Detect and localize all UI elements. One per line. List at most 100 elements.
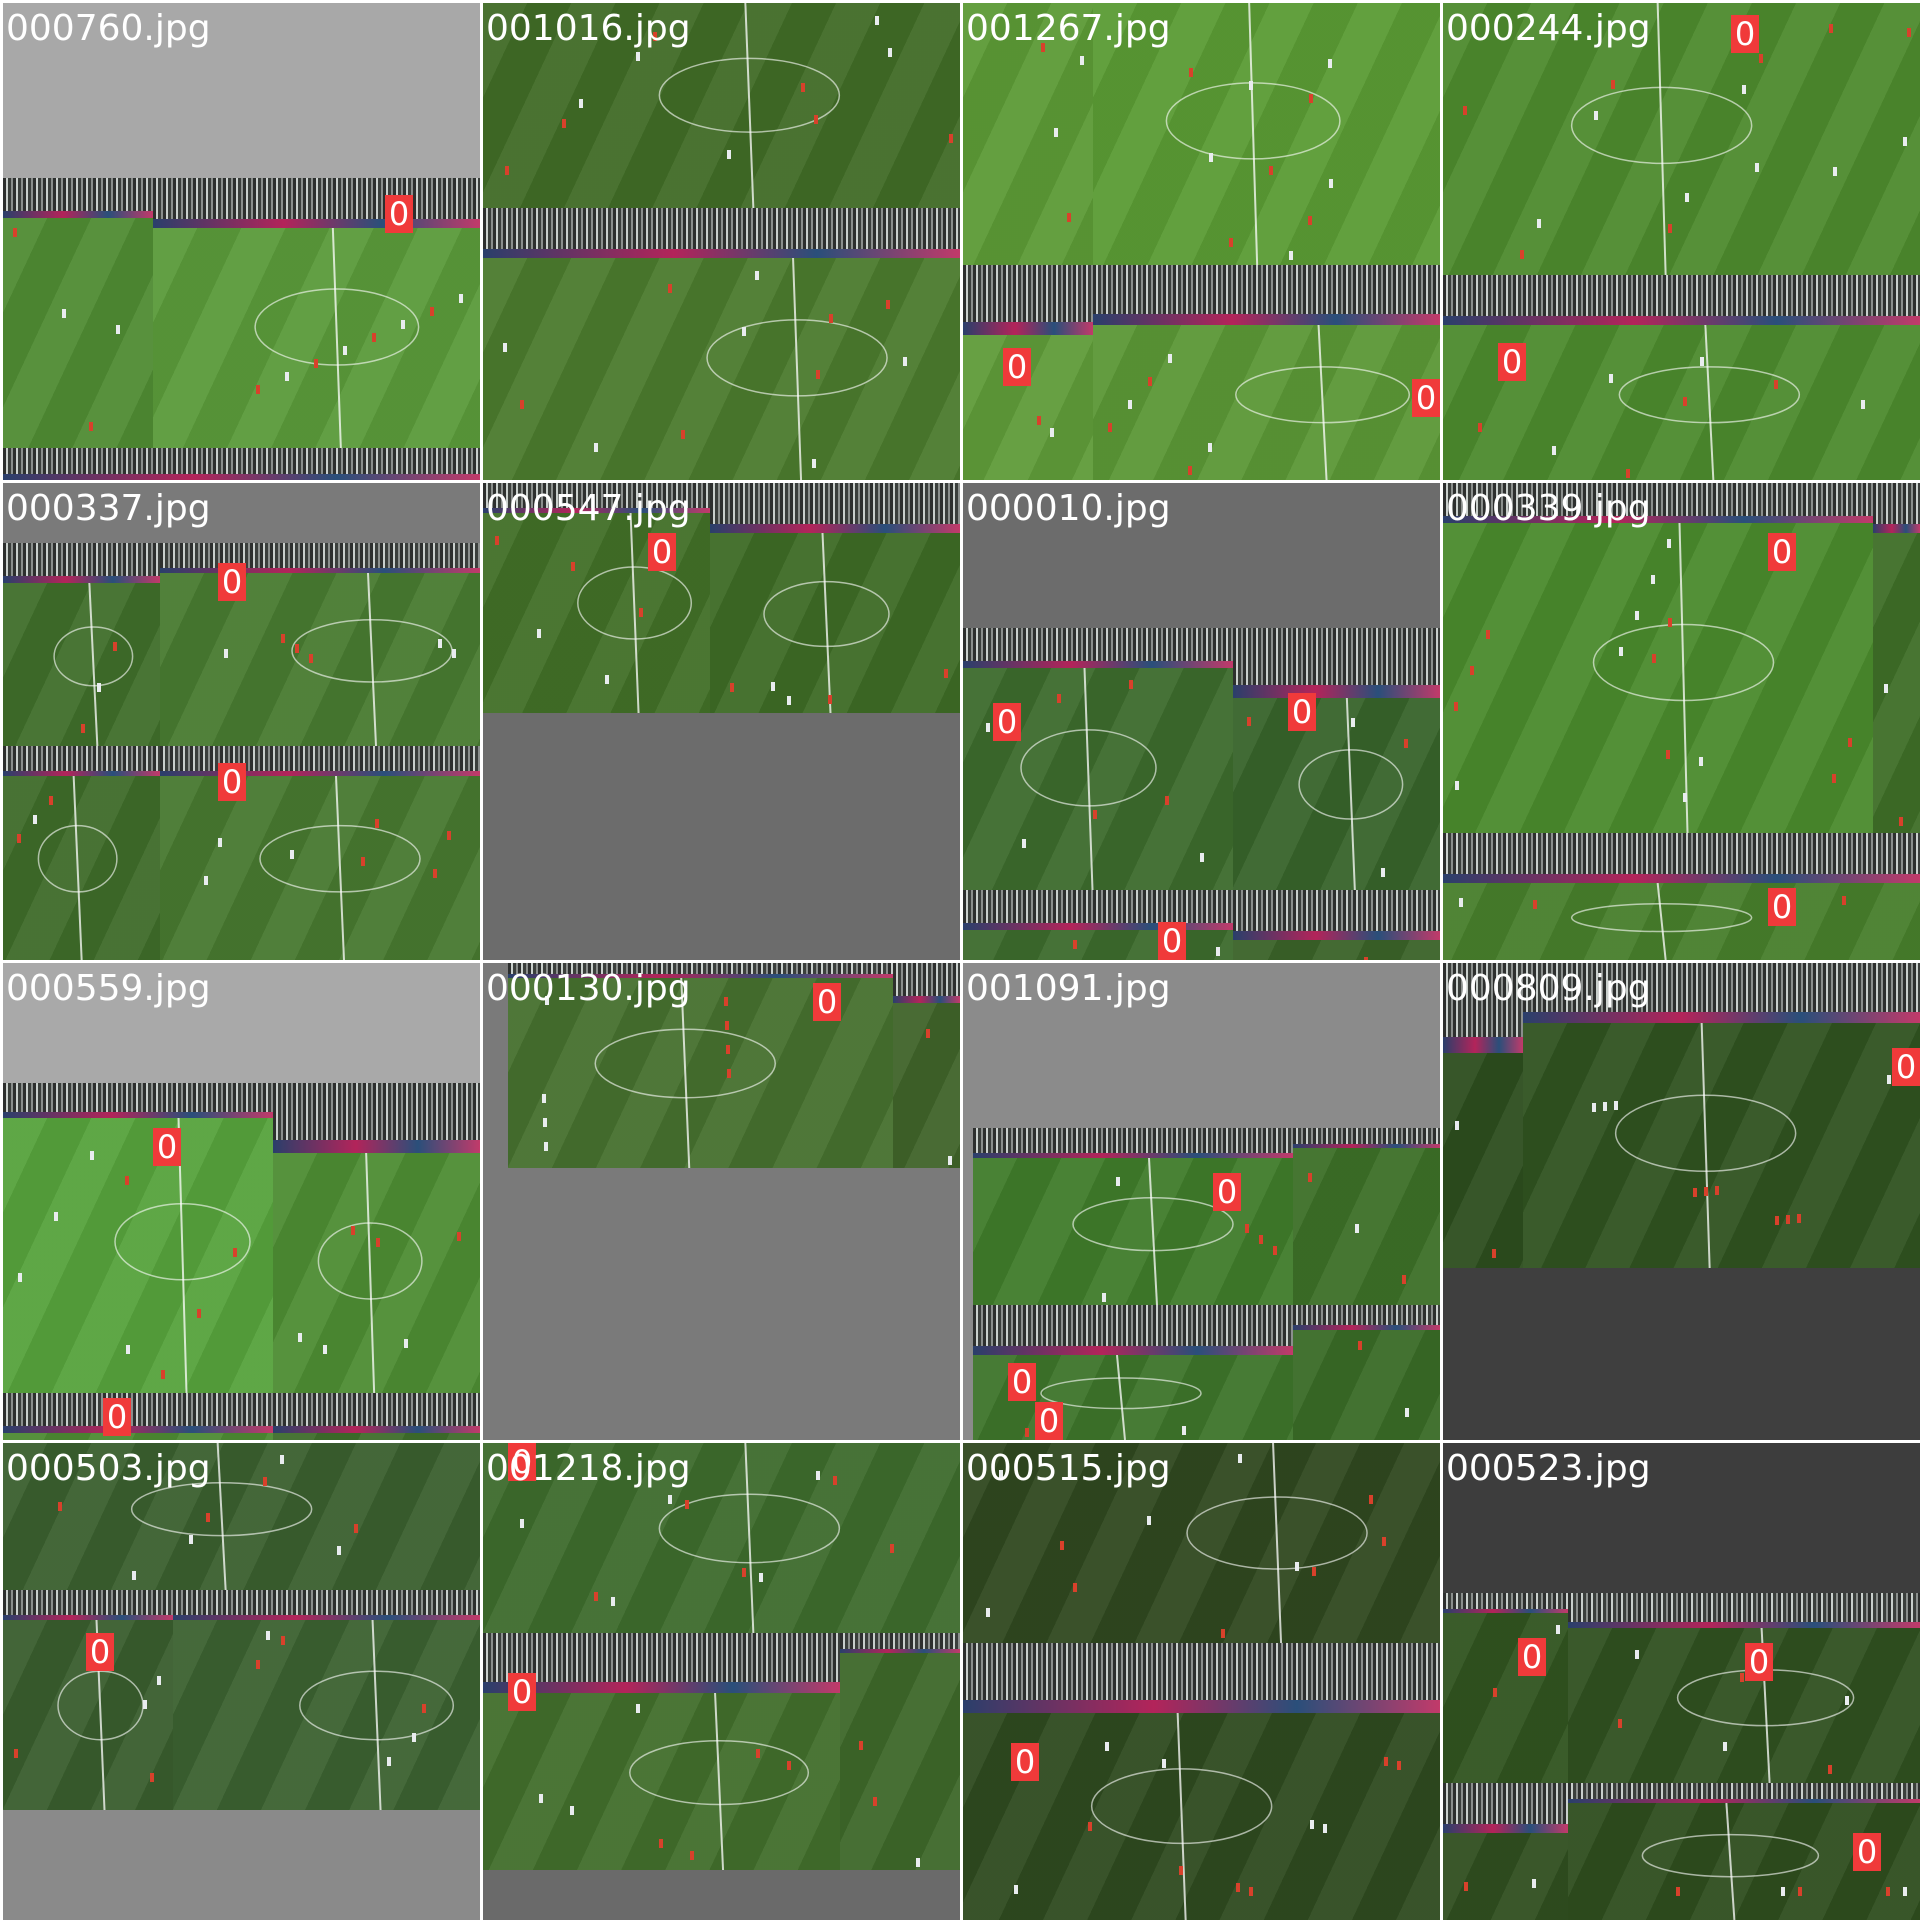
centre-circle [1186, 1496, 1368, 1570]
player [376, 1238, 380, 1247]
player [1884, 684, 1888, 693]
player [725, 1021, 729, 1030]
player [756, 1749, 760, 1758]
player [1683, 793, 1687, 802]
player [1323, 1824, 1327, 1833]
player [161, 1370, 165, 1379]
stadium-stands [1443, 1783, 1568, 1833]
player [89, 422, 93, 431]
stadium-stands [840, 1633, 960, 1653]
advertising-board [3, 576, 160, 583]
image-crop [483, 3, 960, 208]
pitch-markings [1454, 523, 1852, 833]
advertising-board [153, 219, 480, 228]
detection-label: 0 [1158, 922, 1186, 960]
pitch-markings [273, 1433, 480, 1440]
player [1459, 898, 1463, 907]
player [1833, 167, 1837, 176]
tile-filename: 000337.jpg [6, 488, 211, 529]
stadium-stands [1568, 1593, 1920, 1628]
player [422, 1704, 426, 1713]
player [1685, 193, 1689, 202]
player [543, 1118, 547, 1127]
player [1454, 702, 1458, 711]
player [742, 1568, 746, 1577]
player [1552, 446, 1556, 455]
player [1715, 1186, 1719, 1195]
player [1022, 839, 1026, 848]
player [1102, 1293, 1106, 1302]
stadium-stands [3, 1590, 173, 1620]
player [1209, 153, 1213, 162]
centre-circle [1592, 623, 1775, 702]
tile-filename: 001218.jpg [486, 1448, 691, 1489]
player [1289, 251, 1293, 260]
stadium-stands [273, 1083, 480, 1153]
image-crop [1293, 1128, 1440, 1305]
stadium-stands [963, 1643, 1440, 1713]
stadium-stands [483, 483, 710, 513]
pitch-markings [17, 776, 118, 960]
player [1050, 428, 1054, 437]
pitch-markings [1478, 325, 1865, 480]
player [1464, 1882, 1468, 1891]
player [1699, 757, 1703, 766]
pitch-markings [1459, 883, 1846, 960]
stadium-stands [973, 1305, 1293, 1355]
player [1328, 59, 1332, 68]
mosaic-tile: 000503.jpg 0 [3, 1443, 480, 1920]
player [742, 327, 746, 336]
advertising-board [1443, 316, 1920, 325]
advertising-board [973, 1153, 1293, 1158]
player [726, 1045, 730, 1054]
centre-circle [629, 1740, 810, 1806]
mosaic-tile: 000760.jpg 0 [3, 3, 480, 480]
player [594, 443, 598, 452]
advertising-board [893, 996, 960, 1003]
player [1189, 68, 1193, 77]
player [1861, 400, 1865, 409]
pitch-markings [1364, 957, 1368, 960]
player [1492, 1249, 1496, 1258]
halfway-line [1083, 668, 1094, 890]
advertising-board [483, 508, 710, 513]
pitch-surface [3, 1433, 273, 1440]
mosaic-tile: 000337.jpg 0 0 [3, 483, 480, 960]
tile-filename: 001016.jpg [486, 8, 691, 49]
advertising-board [3, 1112, 273, 1118]
player [361, 857, 365, 866]
pitch-markings [1308, 1173, 1406, 1284]
player [1382, 1537, 1386, 1546]
image-crop [160, 746, 480, 960]
image-crop [1093, 265, 1440, 480]
centre-circle [658, 1493, 841, 1564]
player [1592, 1103, 1596, 1112]
player [1887, 1075, 1891, 1084]
pitch-markings [1108, 325, 1411, 480]
image-crop [963, 628, 1233, 890]
player [1208, 443, 1212, 452]
pitch-surface [710, 533, 960, 713]
player [1740, 1673, 1744, 1682]
player [1355, 1224, 1359, 1233]
advertising-board [973, 1346, 1293, 1355]
player [1666, 750, 1670, 759]
pitch-surface [483, 3, 960, 208]
player [886, 300, 890, 309]
player [668, 284, 672, 293]
player [1619, 647, 1623, 656]
image-crop [3, 1443, 480, 1590]
player [727, 1069, 731, 1078]
player [816, 1471, 820, 1480]
image-crop [483, 1633, 840, 1870]
stadium-stands [1443, 1593, 1568, 1613]
detection-label: 0 [1518, 1638, 1546, 1676]
player [1683, 397, 1687, 406]
mosaic-tile: 000130.jpg 0 [483, 963, 960, 1440]
player [1723, 1742, 1727, 1751]
mosaic-tile: 001016.jpg [483, 3, 960, 480]
image-crop [973, 1305, 1293, 1440]
pitch-markings [926, 1029, 952, 1165]
advertising-board [483, 249, 960, 258]
